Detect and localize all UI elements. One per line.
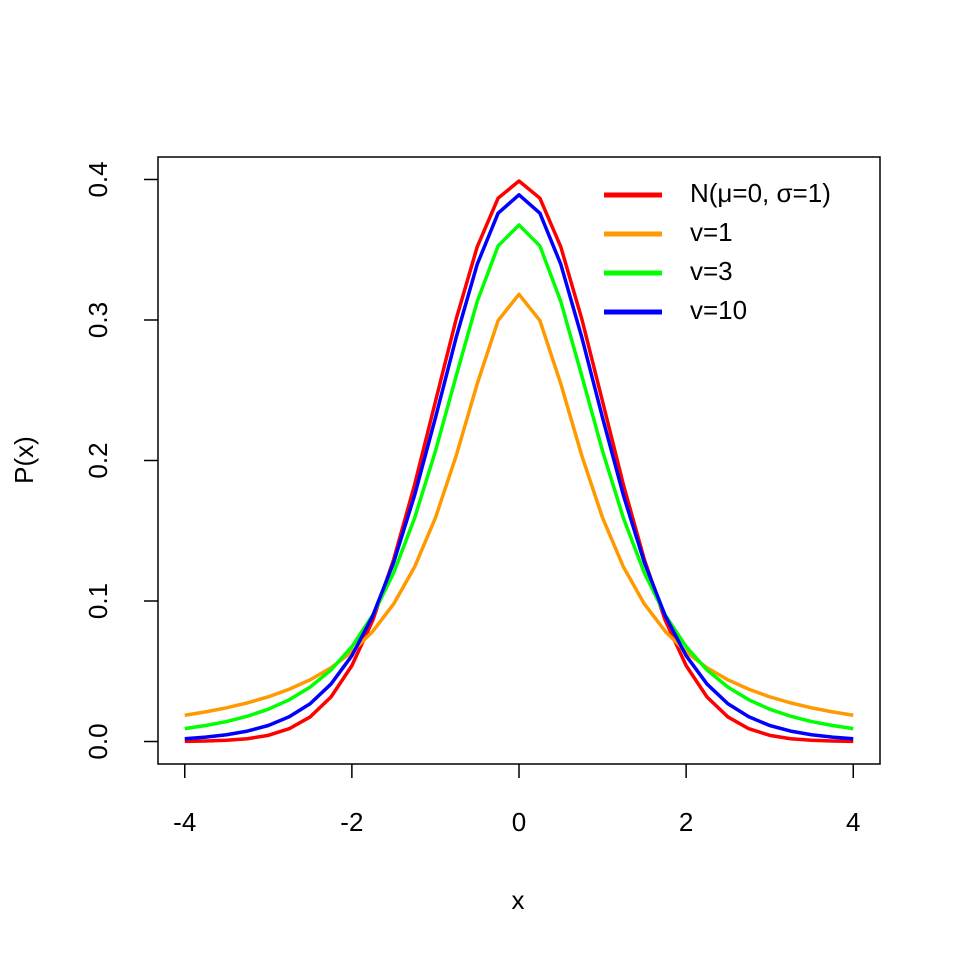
series-line xyxy=(184,193,854,741)
y-tick-label: 0.1 xyxy=(83,583,113,619)
x-tick-label: 2 xyxy=(679,807,693,837)
x-axis-label: x xyxy=(512,885,525,915)
series-line xyxy=(184,223,854,731)
plot-frame xyxy=(157,156,881,765)
legend-label: v=10 xyxy=(690,295,747,325)
x-tick-label: -4 xyxy=(173,807,196,837)
y-tick-label: 0.3 xyxy=(83,302,113,338)
x-tick-label: 4 xyxy=(846,807,860,837)
legend-label: v=3 xyxy=(690,256,733,286)
y-axis-label: P(x) xyxy=(9,436,39,484)
y-tick-label: 0.2 xyxy=(83,442,113,478)
legend-label: v=1 xyxy=(690,217,733,247)
y-tick-label: 0.4 xyxy=(83,161,113,197)
legend-label: N(μ=0, σ=1) xyxy=(690,178,831,208)
series-line xyxy=(184,179,854,744)
series-line xyxy=(184,292,854,717)
x-tick-label: 0 xyxy=(512,807,526,837)
x-tick-label: -2 xyxy=(340,807,363,837)
y-tick-label: 0.0 xyxy=(83,723,113,759)
